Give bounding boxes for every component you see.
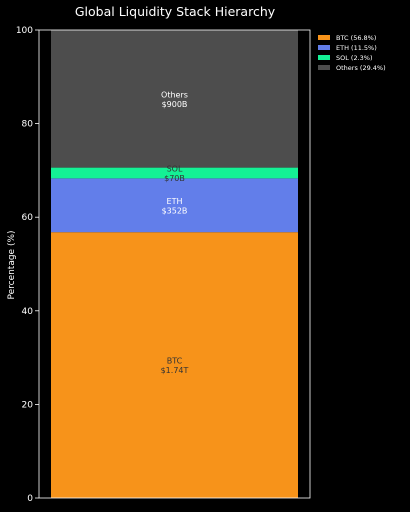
segment-amount-label-sol: $70B — [164, 174, 185, 183]
segment-name-label-btc: BTC — [167, 357, 183, 366]
segment-name-label-sol: SOL — [167, 164, 183, 173]
segment-amount-label-btc: $1.74T — [161, 366, 189, 375]
segment-name-label-eth: ETH — [167, 197, 183, 206]
legend-label-others: Others (29.4%) — [336, 64, 386, 72]
segment-labels: BTC$1.74T ETH$352B SOL$70B Others$900B — [161, 90, 189, 375]
legend: BTC (56.8%) ETH (11.5%) SOL (2.3%) Others (… — [318, 34, 386, 72]
y-tick-label: 100 — [16, 26, 33, 36]
y-axis-label: Percentage (%) — [7, 230, 17, 299]
bar-segments — [51, 30, 298, 498]
segment-amount-label-others: $900B — [162, 100, 188, 109]
y-tick-label: 0 — [27, 494, 33, 504]
bar-segment-btc — [51, 232, 298, 498]
y-tick-label: 20 — [22, 400, 34, 410]
y-axis-ticks: 0 20 40 60 80 100 — [16, 26, 39, 504]
y-tick-label: 80 — [22, 120, 34, 130]
plot-frame — [38, 29, 311, 499]
legend-swatch-btc — [318, 35, 330, 40]
y-tick-label: 40 — [22, 307, 34, 317]
legend-swatch-sol — [318, 55, 330, 60]
y-tick-label: 60 — [22, 213, 34, 223]
legend-label-eth: ETH (11.5%) — [336, 44, 377, 52]
legend-label-sol: SOL (2.3%) — [336, 54, 373, 62]
segment-name-label-others: Others — [161, 90, 188, 99]
chart-title: Global Liquidity Stack Hierarchy — [75, 4, 276, 19]
bar-segment-sol — [51, 167, 298, 179]
segment-amount-label-eth: $352B — [162, 206, 188, 215]
legend-label-btc: BTC (56.8%) — [336, 34, 376, 42]
legend-swatch-eth — [318, 45, 330, 50]
legend-swatch-others — [318, 65, 330, 70]
bar-segment-eth — [51, 178, 298, 233]
bar-segment-others — [51, 30, 298, 168]
